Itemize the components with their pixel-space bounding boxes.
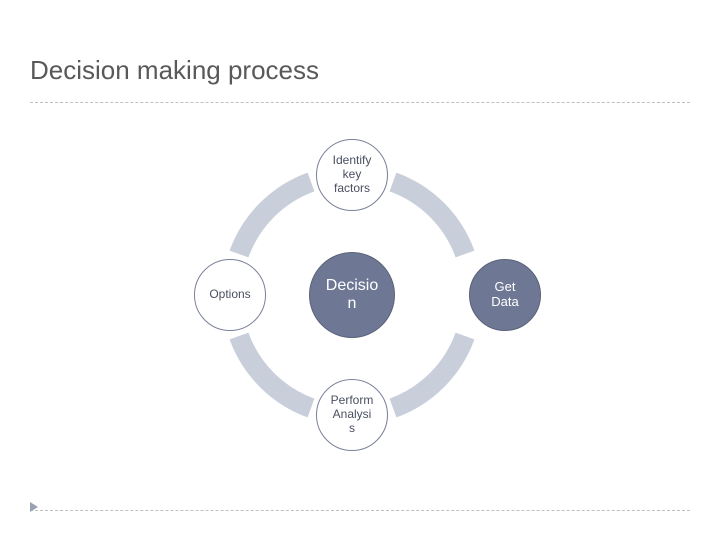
node-right-get-data: GetData — [469, 259, 541, 331]
node-label: GetData — [491, 280, 518, 310]
node-left-options: Options — [194, 259, 266, 331]
node-top-identify-key-factors: Identifykeyfactors — [316, 139, 388, 211]
node-bottom-perform-analysis: PerformAnalysis — [316, 379, 388, 451]
cycle-diagram: Decision Identifykeyfactors PerformAnaly… — [0, 0, 720, 540]
divider-bottom — [30, 510, 690, 511]
node-label: Options — [209, 288, 250, 302]
slide: Decision making process Decision Identif… — [0, 0, 720, 540]
node-center-decision: Decision — [309, 252, 395, 338]
node-label: Decision — [326, 277, 378, 314]
bullet-marker-icon — [30, 502, 38, 512]
node-label: PerformAnalysis — [331, 394, 374, 435]
node-label: Identifykeyfactors — [333, 154, 372, 195]
